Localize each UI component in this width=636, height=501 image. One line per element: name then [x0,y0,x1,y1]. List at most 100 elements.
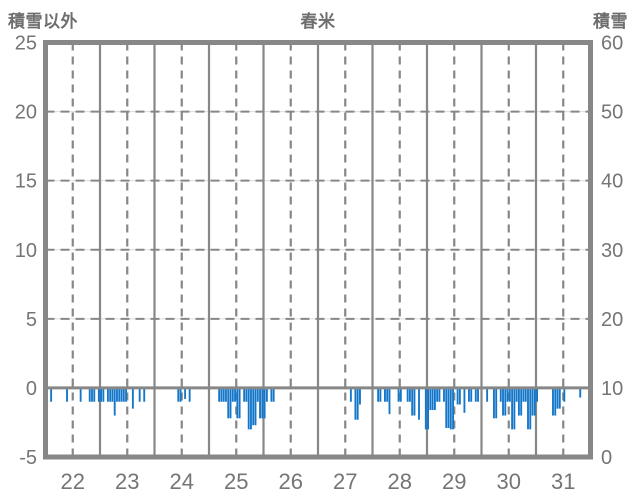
precip-bar [388,387,391,415]
precip-bar [493,387,495,419]
precip-bar [563,387,566,402]
precip-bar [456,387,459,405]
precip-bar [359,387,361,405]
right-axis-tick-label: 20 [601,309,623,331]
precip-bar [431,387,434,411]
precip-bar [259,387,261,419]
right-axis-tick-label: 0 [601,447,612,469]
precip-bar [468,387,470,402]
precip-bar [552,387,554,416]
precip-bar [433,387,436,411]
precip-bar [229,387,232,419]
precip-bar [184,387,187,399]
precip-bar [102,387,105,402]
precip-bar [384,387,386,402]
left-axis-tick-label: -5 [19,447,37,469]
precip-bar [120,387,123,402]
precip-bar [118,387,121,402]
precip-bar [79,387,82,402]
precip-bar [458,387,461,405]
precip-bar [424,387,427,430]
precip-bar [97,387,100,402]
precip-bar [236,387,239,419]
precip-bar [131,387,134,409]
precip-bar [529,387,532,430]
left-axis-tick-label: 0 [26,378,37,400]
precip-bar [349,387,352,402]
precip-bar [272,387,275,402]
right-axis-tick-label: 60 [601,33,623,55]
precip-bar [558,387,561,409]
precip-bar [218,387,221,402]
precip-bar [225,387,227,402]
precip-bar [536,387,539,402]
x-axis-day-label: 30 [497,469,521,494]
precip-bar [356,387,359,420]
precip-bar [238,387,241,419]
precip-bar [474,387,477,402]
x-axis-day-label: 31 [551,469,575,494]
precip-bar [406,387,409,402]
precip-bar [227,387,230,419]
precip-bar [399,387,402,402]
precip-bar [427,387,430,430]
precip-bar [533,387,536,416]
precip-bar [511,387,514,430]
precip-bar [443,387,445,402]
left-axis-tick-label: 5 [26,309,37,331]
x-axis-day-label: 28 [388,469,412,494]
precip-bar [91,387,93,402]
right-axis-tick-label: 40 [601,171,623,193]
precip-bar [513,387,516,430]
precip-bar [377,387,380,402]
x-axis-day-label: 24 [170,469,194,494]
precip-bar [527,387,529,430]
right-axis-tick-label: 30 [601,240,623,262]
precip-bar [265,387,268,402]
precip-bar [517,387,520,416]
precip-bar [397,387,400,402]
precip-bar [449,387,452,430]
left-axis-tick-label: 10 [15,240,37,262]
precip-bar [502,387,504,416]
precip-bar [100,387,103,402]
left-axis-tick-label: 15 [15,171,37,193]
precip-bar [554,387,557,416]
precip-bar [508,387,511,402]
precip-bar [109,387,112,402]
precip-bar [222,387,225,402]
precip-bar [411,387,414,416]
precip-bar [515,387,518,402]
precip-bar [143,387,146,402]
precip-bar [263,387,266,419]
precip-bar [231,387,234,402]
precip-bar [93,387,96,402]
precip-bar [445,387,448,428]
precip-bar [438,387,441,402]
plot-frame [43,40,593,460]
precip-bar [188,387,191,402]
precip-bar [531,387,534,416]
precip-bar [477,387,479,402]
precip-bar [413,387,416,416]
precip-bar [66,387,68,402]
precip-bar [579,387,582,398]
precip-bar [252,387,255,426]
x-axis-day-label: 25 [224,469,248,494]
x-axis-day-label: 23 [115,469,139,494]
precip-bar [125,387,127,402]
precip-bar [111,387,114,402]
right-axis-tick-label: 50 [601,102,623,124]
precip-bar [386,387,389,402]
precip-bar [522,387,525,402]
precip-bar [452,387,454,430]
precip-bar [447,387,450,428]
precip-bar [245,387,248,402]
precip-bar [122,387,125,402]
precip-bar [379,387,382,402]
precip-bar [418,387,420,420]
precip-bar [88,387,91,402]
precip-bar [408,387,411,402]
left-axis-tick-label: 25 [15,33,37,55]
